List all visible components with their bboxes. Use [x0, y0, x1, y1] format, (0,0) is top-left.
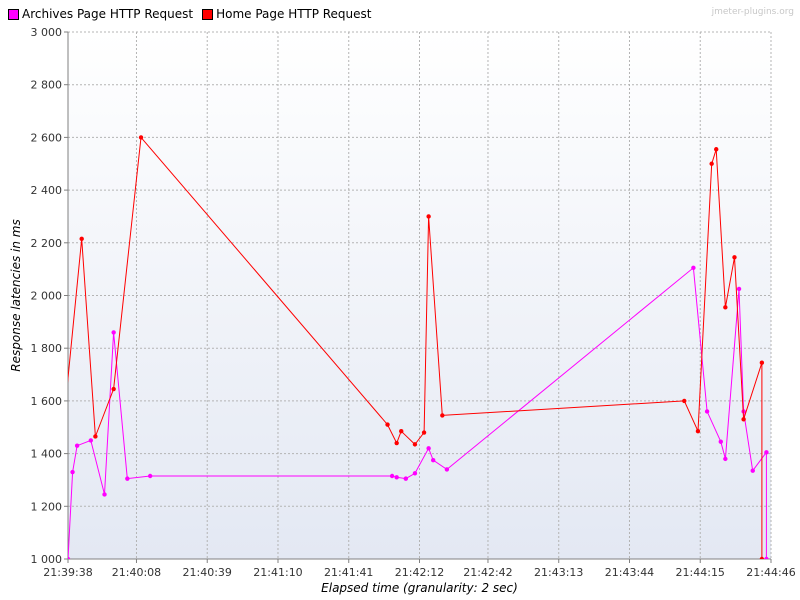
data-point-home	[385, 422, 390, 427]
x-tick-label: 21:43:13	[534, 566, 583, 579]
data-point-home	[412, 442, 418, 447]
x-tick-label: 21:41:10	[253, 566, 302, 579]
data-point-archives	[426, 446, 431, 451]
data-point-home	[138, 135, 144, 140]
y-tick-label: 1 000	[31, 553, 63, 566]
y-tick-label: 2 000	[31, 290, 63, 303]
y-tick-label: 2 600	[31, 131, 63, 144]
x-tick-label: 21:44:46	[746, 566, 795, 579]
data-point-archives	[691, 265, 696, 271]
data-point-home	[714, 147, 719, 152]
data-point-archives	[125, 476, 130, 481]
y-tick-label: 2 400	[31, 184, 63, 197]
data-point-home	[732, 255, 737, 260]
x-tick-label: 21:43:44	[605, 566, 654, 579]
data-point-home	[399, 429, 404, 434]
watermark: jmeter-plugins.org	[711, 7, 794, 17]
data-point-archives	[68, 556, 71, 559]
data-point-archives	[74, 443, 80, 448]
data-point-archives	[704, 409, 710, 414]
x-tick-label: 21:39:38	[43, 566, 92, 579]
y-tick-label: 2 800	[31, 79, 63, 92]
data-point-home	[759, 556, 765, 559]
data-point-archives	[412, 471, 418, 476]
data-point-home	[741, 417, 746, 422]
data-point-archives	[394, 475, 399, 480]
data-point-archives	[111, 330, 116, 335]
data-point-home	[79, 236, 84, 242]
x-axis-title: Elapsed time (granularity: 2 sec)	[321, 581, 518, 595]
x-tick-label: 21:42:42	[463, 566, 512, 579]
data-point-archives	[389, 473, 395, 479]
data-point-archives	[764, 556, 769, 559]
x-tick-label: 21:44:15	[676, 566, 725, 579]
data-point-archives	[764, 450, 769, 455]
x-tick-label: 21:41:41	[324, 566, 373, 579]
y-tick-label: 1 400	[31, 448, 63, 461]
data-point-home	[394, 440, 399, 446]
chart-legend: Archives Page HTTP Request Home Page HTT…	[8, 6, 381, 22]
legend-swatch-home	[202, 8, 214, 20]
y-tick-label: 3 000	[31, 26, 63, 39]
data-point-home	[111, 386, 116, 392]
x-tick-label: 21:40:08	[112, 566, 161, 579]
legend-swatch-archives	[8, 8, 19, 20]
data-point-archives	[718, 439, 723, 444]
data-point-home	[709, 161, 714, 166]
x-tick-label: 21:40:39	[183, 566, 232, 579]
series-line-archives	[68, 266, 767, 559]
legend-label-home: Home Page HTTP Request	[216, 7, 372, 21]
data-point-home	[723, 305, 728, 310]
data-point-archives	[403, 476, 409, 481]
data-point-archives	[430, 457, 436, 463]
data-point-home	[426, 214, 431, 219]
data-point-archives	[70, 469, 75, 475]
data-point-home	[440, 413, 445, 418]
data-point-archives	[750, 468, 755, 473]
data-point-archives	[102, 492, 107, 497]
data-point-home	[682, 398, 687, 404]
y-tick-label: 1 800	[31, 342, 63, 355]
legend-item-home[interactable]: Home Page HTTP Request	[202, 7, 372, 21]
y-tick-label: 1 200	[31, 500, 63, 513]
legend-item-archives[interactable]: Archives Page HTTP Request	[8, 7, 193, 21]
y-tick-label: 1 600	[31, 395, 63, 408]
data-point-home	[93, 434, 98, 439]
data-point-home	[421, 430, 427, 435]
data-point-archives	[88, 438, 94, 443]
data-point-archives	[147, 473, 153, 479]
y-axis-title: Response latencies in ms	[9, 219, 23, 371]
legend-label-archives: Archives Page HTTP Request	[22, 7, 194, 21]
y-tick-label: 2 200	[31, 237, 63, 250]
data-point-home	[695, 429, 701, 434]
data-point-home	[759, 360, 765, 365]
data-point-archives	[723, 456, 728, 462]
data-point-home	[61, 422, 65, 426]
data-point-archives	[444, 467, 450, 472]
x-tick-label: 21:42:12	[395, 566, 444, 579]
data-point-archives	[736, 286, 742, 292]
